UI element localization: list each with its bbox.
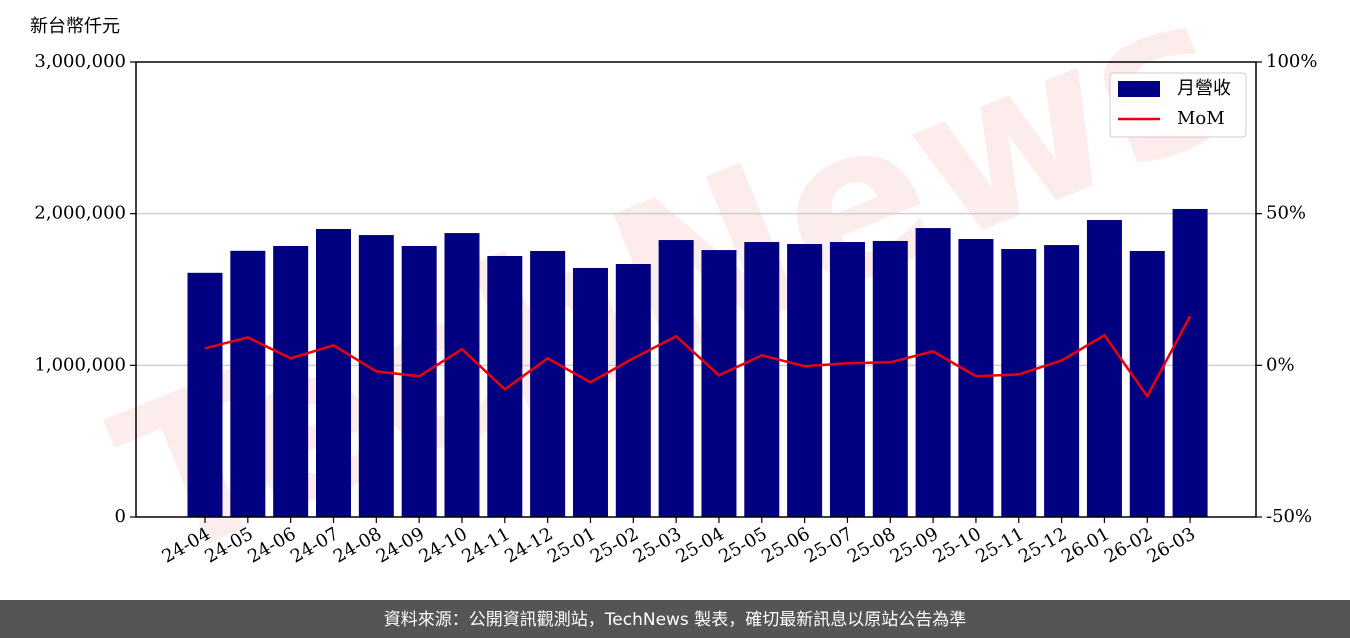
legend-swatch <box>1118 81 1160 97</box>
x-tick-label: 25-09 <box>887 523 942 567</box>
x-tick-label: 24-10 <box>416 523 471 567</box>
x-tick-label: 26-02 <box>1101 523 1156 567</box>
bar <box>487 255 523 517</box>
x-tick-label: 24-12 <box>501 523 556 567</box>
x-tick-label: 24-11 <box>458 523 513 567</box>
bar <box>230 250 266 517</box>
bar <box>358 235 394 517</box>
x-tick-label: 25-12 <box>1015 523 1070 567</box>
source-note: 資料來源：公開資訊觀測站，TechNews 製表，確切最新訊息以原站公告為準 <box>384 610 966 630</box>
bar <box>658 240 694 517</box>
bar <box>744 242 780 518</box>
x-tick-label: 25-08 <box>844 523 899 567</box>
x-tick-label: 26-01 <box>1058 523 1113 567</box>
x-tick-label: 24-09 <box>373 523 428 567</box>
x-tick-label: 25-11 <box>972 523 1027 567</box>
bar <box>273 245 309 517</box>
bar <box>1001 249 1037 517</box>
x-tick-label: 25-05 <box>715 523 770 567</box>
legend-label: 月營收 <box>1177 78 1231 99</box>
bar <box>701 250 737 518</box>
y-tick-label: 1,000,000 <box>34 354 126 375</box>
bar <box>315 228 351 518</box>
bar <box>444 233 480 517</box>
y2-tick-label: 50% <box>1266 203 1306 224</box>
x-tick-label: 25-02 <box>587 523 642 567</box>
y-tick-label: 3,000,000 <box>34 51 126 72</box>
x-tick-label: 25-06 <box>758 523 813 567</box>
plot-frame <box>135 61 1257 518</box>
bar <box>530 250 566 517</box>
y2-tick-label: 100% <box>1266 51 1317 72</box>
mom-line <box>204 315 1192 399</box>
y2-tick-label: -50% <box>1266 506 1312 527</box>
bar <box>958 238 994 517</box>
bar <box>401 245 437 517</box>
bar <box>1086 220 1122 517</box>
x-tick-label: 25-10 <box>930 523 985 567</box>
bar <box>829 242 865 518</box>
bar <box>915 228 951 517</box>
footer-bar <box>0 600 1350 638</box>
bar <box>872 240 908 517</box>
bar <box>615 264 651 517</box>
bar <box>1172 208 1208 517</box>
x-tick-label: 25-03 <box>630 523 685 567</box>
x-tick-label: 26-03 <box>1144 523 1199 567</box>
x-tick-label: 25-01 <box>544 523 599 567</box>
y-axis-label: 新台幣仟元 <box>30 16 120 37</box>
legend-label: MoM <box>1177 108 1225 129</box>
bar <box>787 244 823 517</box>
bar <box>1044 245 1080 518</box>
y-tick-label: 0 <box>115 506 126 527</box>
y2-tick-label: 0% <box>1266 354 1295 375</box>
x-tick-label: 25-07 <box>801 523 856 567</box>
x-tick-label: 25-04 <box>673 523 728 567</box>
bar <box>1129 250 1165 517</box>
bar <box>572 267 608 517</box>
y-tick-label: 2,000,000 <box>34 203 126 224</box>
bar <box>187 272 223 517</box>
